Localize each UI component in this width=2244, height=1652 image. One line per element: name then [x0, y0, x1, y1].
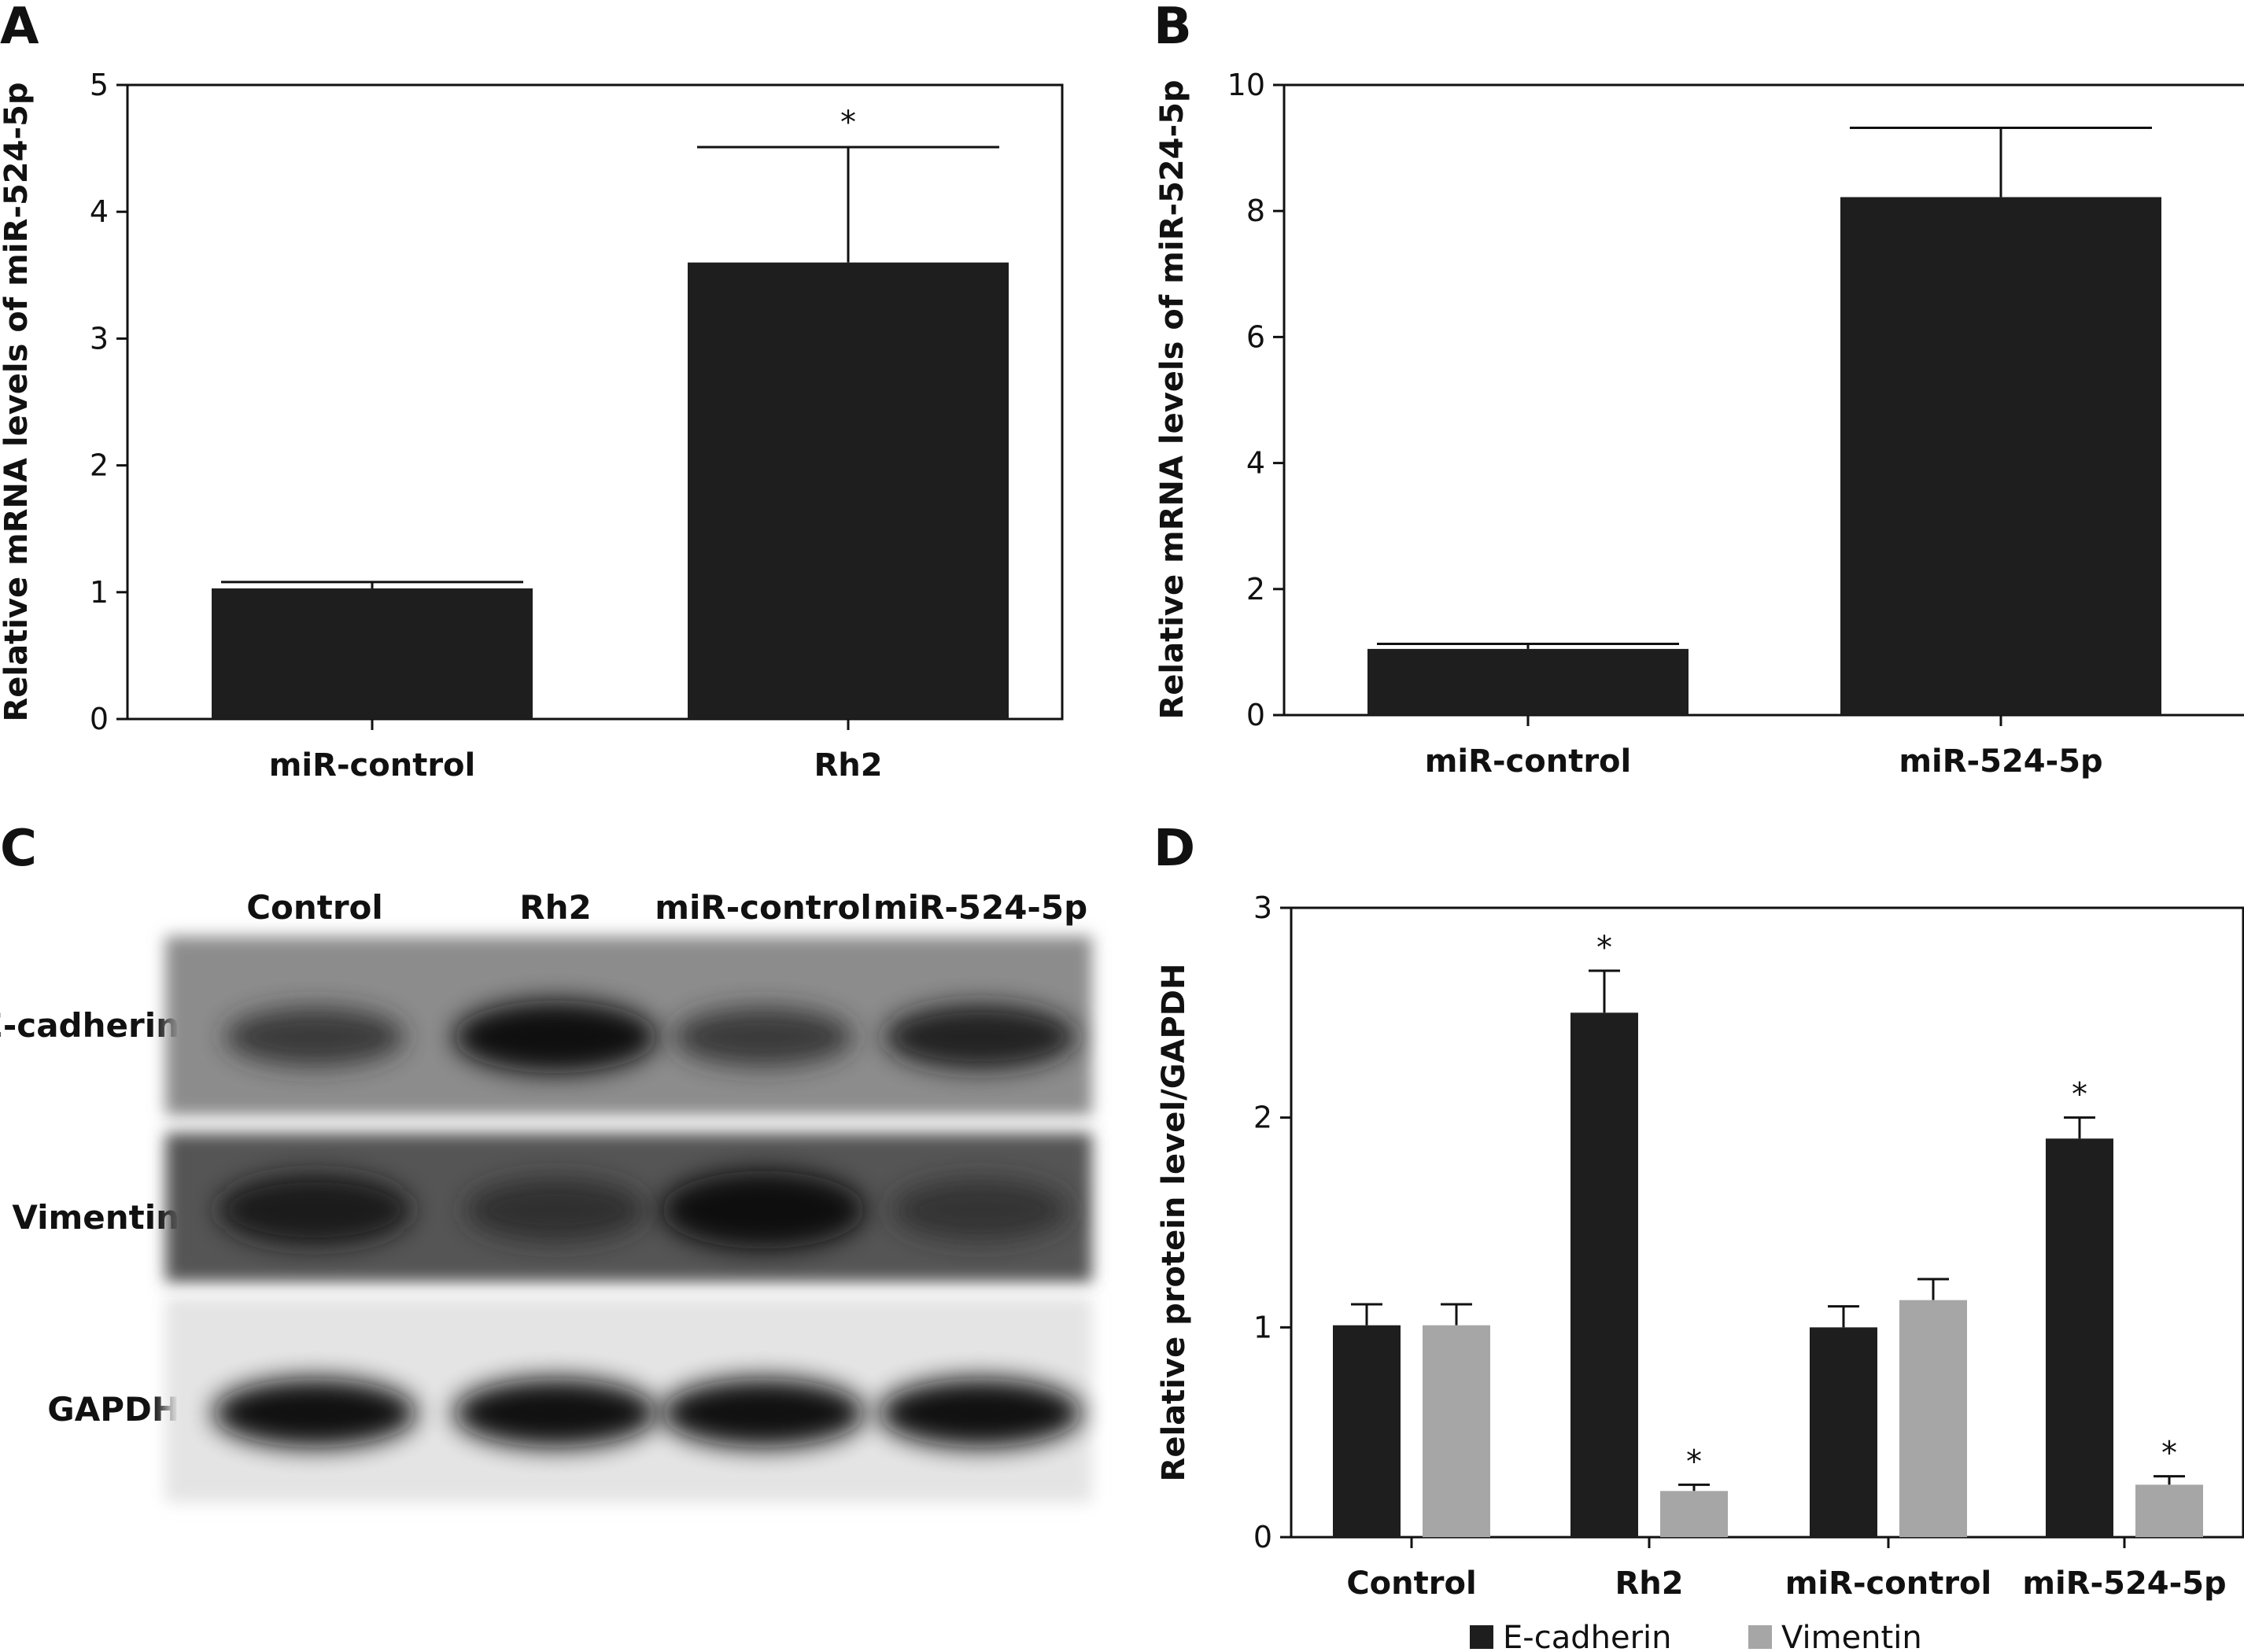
- legend-label-e-cadherin: E-cadherin: [1503, 1620, 1671, 1652]
- chart-panel-d: Relative protein level/GAPDH E-cadherin …: [1156, 891, 2244, 1652]
- significance-d-vimentin-3: *: [2161, 1436, 2177, 1472]
- y-tick-label-b-0: 0: [1246, 698, 1265, 732]
- x-tick-label-d-1: Rh2: [1615, 1565, 1683, 1602]
- y-axis-label-b: Relative mRNA levels of miR-524-5p: [1154, 79, 1190, 719]
- legend-label-vimentin: Vimentin: [1781, 1620, 1922, 1652]
- significance-d-vimentin-1: *: [1686, 1444, 1702, 1480]
- plot-frame-b: [1283, 83, 2244, 717]
- blot-col-control: Control: [246, 888, 383, 927]
- x-tick-label-d-3: miR-524-5p: [2022, 1565, 2226, 1602]
- blot-band-e-cadherin-3: [884, 1004, 1076, 1070]
- y-tick-label-d-0: 0: [1253, 1520, 1272, 1554]
- bar-d-vimentin-3: [2135, 1484, 2203, 1537]
- x-tick-label-b-1: miR-524-5p: [1899, 743, 2102, 780]
- y-axis-label-a: Relative mRNA levels of miR-524-5p: [0, 82, 35, 721]
- blot-band-vimentin-0: [217, 1174, 412, 1246]
- y-tick-label-b-3: 6: [1246, 319, 1265, 354]
- legend-d: E-cadherin Vimentin: [1470, 1620, 1922, 1652]
- y-tick-label-d-3: 3: [1253, 891, 1272, 925]
- y-tick-label-a-1: 1: [90, 575, 109, 610]
- bar-b-mir-control: [1367, 648, 1689, 715]
- bar-d-e-cadherin-0: [1333, 1325, 1401, 1537]
- blot-band-vimentin-3: [891, 1178, 1069, 1241]
- blot-strip-e-cadherin: [165, 936, 1092, 1115]
- blot-column-labels: Control Rh2 miR-control miR-524-5p: [246, 888, 1087, 927]
- chart-panel-a: Relative mRNA levels of miR-524-5p 0 1 2 3 4…: [0, 68, 1064, 784]
- blot-band-vimentin-1: [465, 1178, 646, 1242]
- plot-frame-d: [1290, 906, 2244, 1539]
- panel-label-c: C: [0, 820, 37, 878]
- chart-panel-b: Relative mRNA levels of miR-524-5p 0 2 4 6 8…: [1154, 68, 2244, 780]
- y-tick-label-d-2: 2: [1253, 1101, 1272, 1135]
- x-tick-label-a-0: miR-control: [269, 747, 476, 784]
- blot-row-gapdh: GAPDH: [47, 1390, 179, 1429]
- significance-d-e-cadherin-1: *: [1596, 930, 1612, 966]
- y-tick-label-b-2: 4: [1246, 446, 1265, 481]
- x-tick-label-d-0: Control: [1346, 1565, 1476, 1602]
- blot-band-e-cadherin-0: [224, 1007, 405, 1067]
- y-tick-label-a-5: 5: [90, 68, 109, 102]
- western-blot: Control Rh2 miR-control miR-524-5p E-cad…: [0, 888, 1092, 1503]
- blot-band-gapdh-1: [453, 1377, 658, 1448]
- blot-col-mir-control: miR-control: [655, 888, 872, 927]
- bar-d-e-cadherin-2: [1810, 1327, 1877, 1537]
- blot-strips: [165, 936, 1092, 1503]
- bar-a-rh2: [688, 262, 1009, 719]
- blot-row-labels: E-cadherin Vimentin GAPDH: [0, 1006, 179, 1429]
- blot-strip-vimentin: [165, 1133, 1092, 1282]
- panel-label-d: D: [1153, 820, 1195, 878]
- blot-band-vimentin-2: [661, 1171, 865, 1249]
- blot-row-vimentin: Vimentin: [12, 1198, 179, 1237]
- blot-col-mir-524-5p: miR-524-5p: [873, 888, 1087, 927]
- significance-d-e-cadherin-3: *: [2072, 1077, 2087, 1113]
- blot-band-gapdh-3: [878, 1377, 1083, 1448]
- blot-band-e-cadherin-2: [673, 1007, 854, 1067]
- bar-d-vimentin-1: [1660, 1491, 1728, 1537]
- blot-row-e-cadherin: E-cadherin: [0, 1006, 179, 1045]
- y-tick-label-a-2: 2: [90, 448, 109, 483]
- x-tick-label-a-1: Rh2: [814, 747, 882, 784]
- legend-swatch-vimentin: [1748, 1625, 1772, 1649]
- legend-swatch-e-cadherin: [1470, 1625, 1493, 1649]
- bar-b-mir-524-5p: [1840, 197, 2161, 715]
- y-axis-label-d: Relative protein level/GAPDH: [1156, 964, 1192, 1482]
- y-tick-label-b-4: 8: [1246, 194, 1265, 228]
- blot-band-gapdh-0: [212, 1377, 417, 1448]
- bar-d-vimentin-2: [1899, 1300, 1967, 1537]
- y-tick-label-a-3: 3: [90, 321, 109, 356]
- bar-d-e-cadherin-1: [1570, 1012, 1638, 1537]
- bar-a-mir-control: [212, 588, 533, 719]
- blot-col-rh2: Rh2: [519, 888, 591, 927]
- blot-band-gapdh-2: [661, 1377, 865, 1448]
- significance-a-1: *: [840, 105, 856, 141]
- bar-d-vimentin-0: [1423, 1325, 1490, 1537]
- bar-d-e-cadherin-3: [2046, 1138, 2113, 1537]
- y-tick-label-a-4: 4: [90, 194, 109, 229]
- y-tick-label-a-0: 0: [90, 702, 109, 736]
- blot-band-e-cadherin-1: [453, 1000, 658, 1074]
- panel-label-b: B: [1153, 0, 1192, 56]
- blot-strip-gapdh: [165, 1296, 1092, 1503]
- y-tick-label-b-5: 10: [1227, 68, 1265, 102]
- x-tick-label-b-0: miR-control: [1425, 743, 1632, 780]
- y-tick-label-b-1: 2: [1246, 572, 1265, 607]
- panel-label-a: A: [0, 0, 39, 56]
- plot-frame-a: [126, 83, 1064, 721]
- x-tick-label-d-2: miR-control: [1785, 1565, 1992, 1602]
- y-tick-label-d-1: 1: [1253, 1310, 1272, 1344]
